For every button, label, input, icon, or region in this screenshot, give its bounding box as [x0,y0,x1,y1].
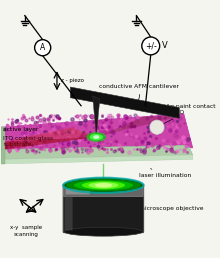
FancyBboxPatch shape [64,196,73,230]
FancyBboxPatch shape [63,184,144,233]
Ellipse shape [82,181,125,189]
Polygon shape [1,127,5,164]
Circle shape [142,37,160,55]
Ellipse shape [86,132,106,142]
Text: microscope objective: microscope objective [139,206,204,211]
Ellipse shape [90,134,103,140]
Circle shape [35,40,51,56]
Ellipse shape [151,128,163,133]
Text: +/-: +/- [145,42,157,51]
Text: laser illumination: laser illumination [139,169,191,178]
Polygon shape [93,96,100,137]
Polygon shape [5,127,96,141]
Ellipse shape [74,180,133,190]
Ellipse shape [66,179,141,191]
FancyBboxPatch shape [66,189,90,195]
Polygon shape [1,155,193,164]
Text: conductive AFM cantilever: conductive AFM cantilever [99,84,179,107]
Ellipse shape [95,183,112,188]
Circle shape [150,120,164,134]
Ellipse shape [93,135,99,139]
Text: V: V [161,42,167,51]
Text: z - piezo: z - piezo [61,78,84,83]
FancyBboxPatch shape [64,187,143,196]
Polygon shape [5,137,96,150]
Ellipse shape [64,178,143,192]
Polygon shape [1,145,193,159]
Ellipse shape [64,227,143,236]
Text: A: A [40,43,45,52]
Text: active layer: active layer [3,127,39,132]
Text: ITO coated glass
substrate: ITO coated glass substrate [3,136,53,147]
Text: x-y  sample
scanning: x-y sample scanning [10,225,42,237]
Text: Ag paint contact
to ITO: Ag paint contact to ITO [160,104,216,126]
Ellipse shape [88,182,118,188]
Polygon shape [96,117,179,137]
Polygon shape [1,114,193,152]
Polygon shape [70,87,179,118]
